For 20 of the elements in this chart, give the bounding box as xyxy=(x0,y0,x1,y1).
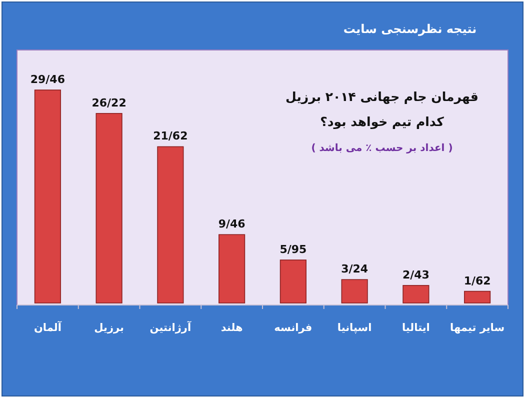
data-label: 2/43 xyxy=(402,268,430,282)
chart-title: نتیجه نظرسنجی سایت xyxy=(343,22,477,36)
x-tick-label: هلند xyxy=(220,322,243,334)
x-tick-label: سایر تیمها xyxy=(450,322,505,334)
data-label: 26/22 xyxy=(92,96,126,110)
data-label: 9/46 xyxy=(218,218,246,231)
x-tick-label: برزیل xyxy=(94,322,124,334)
data-label: 29/46 xyxy=(30,73,66,86)
data-label: 1/62 xyxy=(464,274,491,288)
data-label: 5/95 xyxy=(280,242,307,256)
x-tick-label: فرانسه xyxy=(274,322,312,334)
x-tick-label: ایتالیا xyxy=(402,322,430,334)
x-tick-label: آلمان xyxy=(34,320,62,334)
x-tick-label: اسپانیا xyxy=(337,322,372,334)
annotation: کدام تیم خواهد بود؟ xyxy=(320,114,445,130)
annotation: قهرمان جام جهانی ۲۰۱۴ برزیل xyxy=(286,89,478,105)
data-label: 21/62 xyxy=(153,130,188,143)
data-label: 3/24 xyxy=(341,262,368,276)
x-tick-label: آرژانتین xyxy=(150,320,192,334)
annotation: ( اعداد بر حسب ٪ می باشد ) xyxy=(311,143,453,154)
